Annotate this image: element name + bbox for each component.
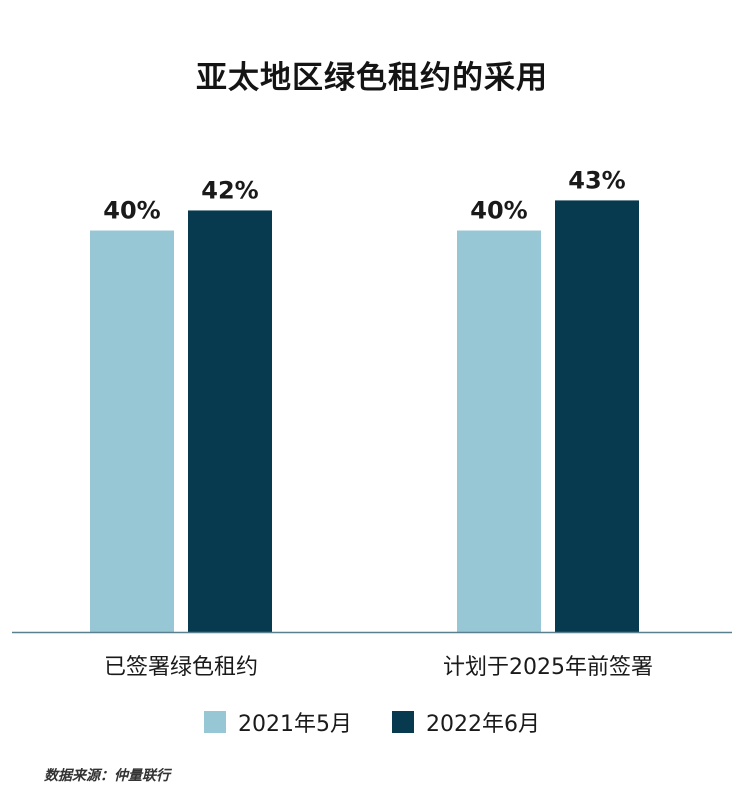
legend-label-2021: 2021年5月 (238, 712, 352, 737)
value-label-0-1: 42% (201, 176, 258, 204)
legend: 2021年5月 2022年6月 (0, 706, 744, 738)
legend-swatch-2022 (392, 711, 414, 733)
bar-0-1 (188, 210, 272, 632)
legend-swatch-2021 (204, 711, 226, 733)
chart-title: 亚太地区绿色租约的采用 (196, 60, 548, 96)
value-label-0-0: 40% (103, 197, 160, 225)
category-label-0: 已签署绿色租约 (104, 655, 258, 680)
value-label-1-0: 40% (470, 197, 527, 225)
category-label-1: 计划于2025年前签署 (443, 655, 653, 680)
value-label-1-1: 43% (568, 166, 625, 194)
legend-label-2022: 2022年6月 (426, 712, 540, 737)
bar-0-0 (90, 230, 174, 632)
legend-item-2021: 2021年5月 (204, 706, 352, 738)
bar-1-1 (555, 200, 639, 632)
source-note: 数据来源：仲量联行 (44, 768, 170, 784)
bar-1-0 (457, 230, 541, 632)
legend-item-2022: 2022年6月 (392, 706, 540, 738)
